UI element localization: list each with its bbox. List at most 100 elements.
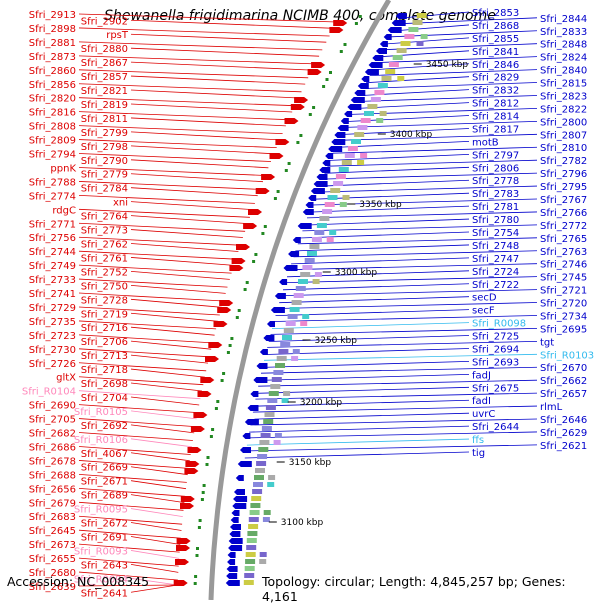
gene-label[interactable]: Sfri_2705 (29, 415, 76, 426)
gene-label[interactable]: Sfri_2816 (29, 108, 76, 119)
gene-label[interactable]: Sfri_2745 (540, 273, 587, 284)
gene-label[interactable]: Sfri_2752 (81, 267, 128, 278)
gene-label[interactable]: Sfri_2774 (29, 191, 76, 202)
gene-label[interactable]: Sfri_2730 (29, 345, 76, 356)
gene-label[interactable]: Sfri_2693 (472, 357, 519, 368)
gene-label[interactable]: Sfri_2645 (29, 526, 76, 537)
gene-label[interactable]: Sfri_2782 (540, 156, 587, 167)
gene-label[interactable]: Sfri_2641 (81, 588, 128, 599)
gene-label[interactable]: Sfri_2848 (540, 40, 587, 51)
gene-label[interactable]: Sfri_2860 (29, 66, 76, 77)
gene-label[interactable]: Sfri_R0098 (472, 319, 526, 330)
gene-label[interactable]: Sfri_2794 (29, 150, 76, 161)
gene-label[interactable]: Sfri_R0093 (74, 546, 128, 557)
gene-label[interactable]: Sfri_2639 (29, 582, 76, 593)
gene-label[interactable]: Sfri_2680 (29, 568, 76, 579)
gene-label[interactable]: Sfri_2857 (81, 72, 128, 83)
gene-label[interactable]: Sfri_2679 (29, 498, 76, 509)
gene-label[interactable]: xni (113, 198, 128, 209)
gene-label[interactable]: tig (472, 448, 485, 459)
gene-label[interactable]: Sfri_2726 (29, 359, 76, 370)
gene-label[interactable]: fadJ (472, 370, 491, 381)
gene-label[interactable]: Sfri_2747 (472, 254, 519, 265)
gene-label[interactable]: Sfri_2669 (81, 463, 128, 474)
gene-label[interactable]: Sfri_2746 (540, 260, 587, 271)
gene-label[interactable]: Sfri_2913 (29, 10, 76, 21)
gene-label[interactable]: Sfri_2844 (540, 14, 587, 25)
gene-label[interactable]: Sfri_2675 (472, 383, 519, 394)
gene-label[interactable]: Sfri_2841 (472, 47, 519, 58)
gene-label[interactable]: Sfri_R0106 (74, 435, 128, 446)
gene-label[interactable]: Sfri_2898 (29, 24, 76, 35)
gene-label[interactable]: Sfri_2733 (29, 275, 76, 286)
gene-label[interactable]: Sfri_2629 (540, 428, 587, 439)
gene-label[interactable]: Sfri_2765 (540, 234, 587, 245)
gene-label[interactable]: Sfri_2721 (540, 286, 587, 297)
gene-label[interactable]: Sfri_2824 (540, 53, 587, 64)
gene-label[interactable]: Sfri_R0105 (74, 407, 128, 418)
gene-label[interactable]: Sfri_2706 (81, 337, 128, 348)
gene-label[interactable]: Sfri_2621 (540, 441, 587, 452)
gene-label[interactable]: secD (472, 293, 497, 304)
gene-label[interactable]: gltX (56, 373, 76, 384)
gene-label[interactable]: Sfri_2817 (472, 124, 519, 135)
gene-label[interactable]: Sfri_2790 (81, 156, 128, 167)
gene-label[interactable]: Sfri_2784 (81, 184, 128, 195)
gene-label[interactable]: Sfri_2761 (81, 253, 128, 264)
gene-label[interactable]: Sfri_2800 (540, 117, 587, 128)
gene-label[interactable]: Sfri_2819 (81, 100, 128, 111)
gene-label[interactable]: Sfri_2683 (29, 512, 76, 523)
gene-label[interactable]: Sfri_2644 (472, 422, 519, 433)
gene-label[interactable]: Sfri_2868 (472, 21, 519, 32)
gene-label[interactable]: Sfri_2788 (29, 177, 76, 188)
gene-label[interactable]: Sfri_2722 (472, 280, 519, 291)
gene-label[interactable]: fadI (472, 396, 491, 407)
gene-label[interactable]: Sfri_2810 (540, 143, 587, 154)
gene-label[interactable]: Sfri_2698 (81, 379, 128, 390)
gene-label[interactable]: Sfri_2781 (472, 202, 519, 213)
gene-label[interactable]: Sfri_2662 (540, 376, 587, 387)
gene-label[interactable]: Sfri_2840 (540, 66, 587, 77)
gene-label[interactable]: Sfri_2767 (540, 195, 587, 206)
gene-label[interactable]: Sfri_2643 (81, 560, 128, 571)
gene-label[interactable]: Sfri_2766 (540, 208, 587, 219)
gene-label[interactable]: Sfri_2718 (81, 365, 128, 376)
gene-label[interactable]: Sfri_2688 (29, 470, 76, 481)
gene-label[interactable]: Sfri_2682 (29, 429, 76, 440)
gene-label[interactable]: Sfri_2815 (540, 79, 587, 90)
gene-label[interactable]: Sfri_2748 (472, 241, 519, 252)
gene-label[interactable]: Sfri_2655 (29, 554, 76, 565)
gene-label[interactable]: Sfri_2720 (540, 299, 587, 310)
gene-label[interactable]: Sfri_4067 (81, 449, 128, 460)
gene-label[interactable]: Sfri_2691 (81, 532, 128, 543)
gene-label[interactable]: Sfri_2771 (29, 219, 76, 230)
gene-label[interactable]: Sfri_2833 (540, 27, 587, 38)
gene-label[interactable]: Sfri_2764 (81, 212, 128, 223)
gene-label[interactable]: Sfri_2750 (81, 281, 128, 292)
gene-label[interactable]: ppnK (50, 163, 76, 174)
gene-label[interactable]: Sfri_2806 (472, 163, 519, 174)
gene-label[interactable]: Sfri_2772 (540, 221, 587, 232)
gene-label[interactable]: Sfri_2686 (29, 442, 76, 453)
gene-label[interactable]: Sfri_2672 (81, 519, 128, 530)
gene-label[interactable]: Sfri_2809 (29, 136, 76, 147)
gene-label[interactable]: Sfri_2749 (29, 261, 76, 272)
gene-label[interactable]: Sfri_2853 (472, 8, 519, 19)
gene-label[interactable]: Sfri_2820 (29, 94, 76, 105)
gene-label[interactable]: Sfri_2671 (81, 477, 128, 488)
gene-label[interactable]: rlmL (540, 402, 563, 413)
gene-label[interactable]: Sfri_2713 (81, 351, 128, 362)
gene-label[interactable]: Sfri_2795 (540, 182, 587, 193)
gene-label[interactable]: rdgC (52, 205, 76, 216)
gene-label[interactable]: Sfri_2880 (81, 44, 128, 55)
gene-label[interactable]: Sfri_2689 (81, 491, 128, 502)
gene-label[interactable]: Sfri_2829 (472, 73, 519, 84)
gene-label[interactable]: Sfri_2811 (81, 114, 128, 125)
gene-label[interactable]: Sfri_2741 (29, 289, 76, 300)
gene-label[interactable]: tgt (540, 337, 554, 348)
gene-label[interactable]: Sfri_2799 (81, 128, 128, 139)
gene-label[interactable]: Sfri_2823 (540, 91, 587, 102)
gene-label[interactable]: Sfri_2754 (472, 228, 519, 239)
gene-label[interactable]: Sfri_R0094 (74, 574, 128, 585)
gene-label[interactable]: Sfri_2690 (29, 401, 76, 412)
